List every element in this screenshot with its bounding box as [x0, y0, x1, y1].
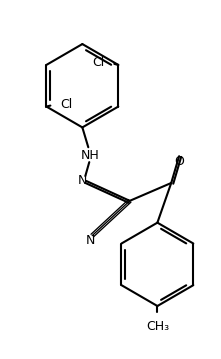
- Text: N: N: [86, 234, 95, 247]
- Text: N: N: [78, 174, 87, 187]
- Text: CH₃: CH₃: [146, 320, 169, 333]
- Text: NH: NH: [81, 149, 100, 162]
- Text: O: O: [174, 155, 184, 168]
- Text: Cl: Cl: [92, 56, 105, 69]
- Text: Cl: Cl: [60, 98, 72, 111]
